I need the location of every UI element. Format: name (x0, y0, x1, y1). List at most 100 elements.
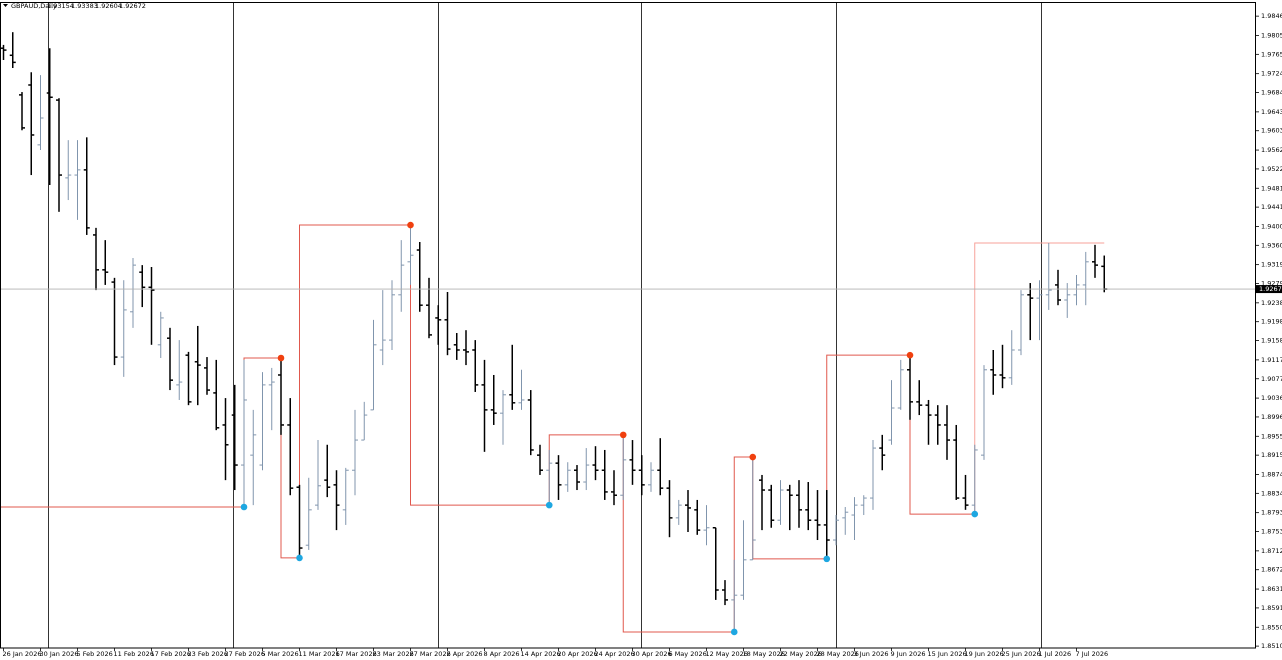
current-price-box (1256, 285, 1282, 294)
ohlc-bar (389, 280, 395, 350)
ohlc-bar (518, 369, 525, 410)
ohlc-bar (907, 355, 913, 420)
ohlc-bar (370, 319, 377, 411)
ohlc-bar (1018, 290, 1024, 356)
ohlc-bar (37, 75, 44, 151)
ohlc-bar (500, 390, 506, 445)
y-tick-label: 1.89550 (1261, 432, 1282, 440)
plot-area (0, 32, 1255, 636)
ohlc-bar (342, 467, 349, 525)
y-tick-label: 1.91980 (1261, 318, 1282, 326)
ohlc-bar (46, 48, 53, 185)
x-tick-label: 30 Apr 2026 (632, 650, 672, 658)
plot-frame (0, 2, 1256, 649)
swing-dot (619, 431, 627, 439)
y-tick-label: 1.88740 (1261, 470, 1282, 478)
ohlc-bar (157, 311, 164, 359)
x-tick-label: 17 Feb 2026 (151, 650, 191, 658)
x-tick-label: 8 Apr 2026 (484, 650, 520, 658)
symbol-menu-icon[interactable] (3, 4, 8, 7)
y-tick-label: 1.97240 (1261, 70, 1282, 78)
ohlc-bar (592, 446, 599, 481)
x-tick-label: 19 Jun 2026 (965, 650, 1004, 658)
x-tick-label: 11 Mar 2026 (299, 650, 340, 658)
ohlc-bar (768, 484, 775, 528)
y-tick-label: 1.93190 (1261, 261, 1282, 269)
ohlc-bar (574, 465, 580, 491)
ohlc-bar (1073, 275, 1080, 306)
ohlc-bar (944, 405, 950, 460)
ohlc-bar (564, 462, 571, 492)
ohlc-bar (83, 137, 90, 235)
ohlc-bar (925, 399, 932, 445)
ohlc-bar (9, 32, 16, 69)
ohlc-bar (703, 505, 710, 546)
ohlc-bar (259, 372, 266, 471)
x-tick-label: 25 Jun 2026 (1002, 650, 1041, 658)
ohlc-bar (934, 405, 941, 445)
ohlc-bar (379, 290, 386, 366)
ohlc-bar (296, 484, 303, 558)
y-tick-label: 1.95220 (1261, 165, 1282, 173)
y-tick-label: 1.85500 (1261, 623, 1282, 631)
header-open: 1.93154 (47, 2, 74, 10)
x-tick-label: 12 May 2026 (706, 650, 748, 658)
ohlc-bar (435, 305, 442, 345)
ohlc-bar (537, 444, 543, 475)
ohlc-bar (685, 490, 691, 533)
y-tick-label: 1.96430 (1261, 108, 1282, 116)
ohlc-bar (130, 258, 136, 328)
x-tick-label: 27 Mar 2026 (410, 650, 451, 658)
x-tick-label: 5 Feb 2026 (77, 650, 113, 658)
x-tick-label: 20 Apr 2026 (558, 650, 598, 658)
ohlc-bar (268, 367, 275, 431)
ohlc-bar (139, 265, 146, 308)
ohlc-bar (971, 444, 978, 515)
ohlc-bar (426, 277, 432, 339)
ohlc-bar (407, 225, 414, 285)
ohlc-bar (786, 484, 793, 531)
ohlc-bar (851, 497, 858, 541)
ohlc-bar (870, 440, 876, 510)
ohlc-bar (740, 520, 747, 600)
ohlc-bar (749, 457, 756, 561)
ohlc-bar (352, 409, 358, 496)
header-low: 1.92604 (95, 2, 122, 10)
x-tick-label: 6 May 2026 (669, 650, 707, 658)
swing-dot (296, 554, 303, 562)
x-tick-label: 9 Jun 2026 (891, 650, 926, 658)
ohlc-bar (611, 470, 617, 506)
x-tick-label: 24 Apr 2026 (595, 650, 635, 658)
swing-dot (906, 351, 914, 359)
y-tick-label: 1.89960 (1261, 413, 1282, 421)
y-tick-label: 1.96030 (1261, 127, 1282, 135)
ohlc-bar (796, 480, 802, 528)
x-tick-label: 11 Feb 2026 (114, 650, 154, 658)
ohlc-bar (1008, 330, 1015, 385)
ohlc-bar (509, 344, 516, 410)
x-tick-label: 18 May 2026 (743, 650, 785, 658)
y-tick-label: 1.93600 (1261, 241, 1282, 249)
ohlc-bar (398, 240, 405, 312)
ohlc-bar (111, 277, 118, 366)
ohlc-bar (1082, 251, 1089, 306)
ohlc-bar (759, 474, 765, 531)
y-tick-label: 1.94410 (1261, 203, 1282, 211)
ohlc-bar (731, 559, 738, 632)
swing-line (974, 242, 1105, 515)
ohlc-bar (722, 580, 728, 606)
y-tick-label: 1.92790 (1261, 280, 1282, 288)
header-high: 1.93383 (71, 2, 98, 10)
ohlc-bar (879, 434, 886, 471)
ohlc-bar (204, 357, 210, 395)
y-tick-label: 1.88340 (1261, 489, 1282, 497)
ohlc-bar (305, 477, 312, 550)
ohlc-bar (897, 359, 904, 410)
ohlc-bar (1045, 242, 1052, 310)
y-tick-label: 1.85910 (1261, 604, 1282, 612)
y-tick-label: 1.95620 (1261, 146, 1282, 154)
ohlc-bar (527, 390, 534, 456)
x-tick-label: 30 Jan 2026 (40, 650, 79, 658)
y-tick-label: 1.94000 (1261, 222, 1282, 230)
